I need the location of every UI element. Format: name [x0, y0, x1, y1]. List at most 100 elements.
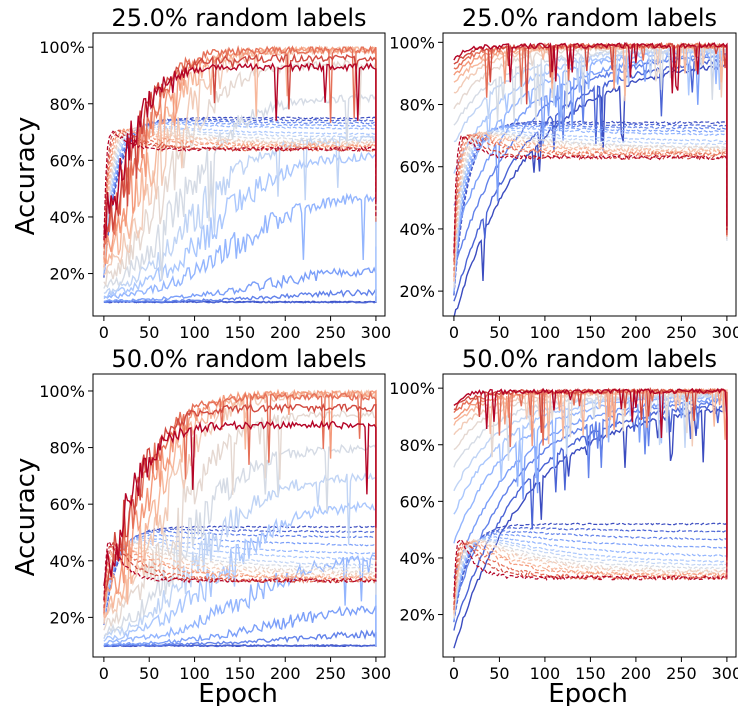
y-tick-label: 20% — [49, 265, 85, 284]
test-accuracy-line-12 — [103, 128, 377, 260]
test-accuracy-line-14 — [453, 134, 728, 262]
train-accuracy-line-6 — [103, 151, 377, 298]
train-accuracy-line-15 — [453, 387, 728, 558]
x-tick-label: 300 — [712, 664, 738, 683]
test-accuracy-line-7 — [103, 540, 377, 621]
test-accuracy-line-10 — [453, 538, 728, 616]
y-tick-label: 100% — [389, 379, 435, 398]
x-tick-label: 50 — [489, 664, 509, 683]
train-accuracy-line-15 — [103, 419, 377, 586]
series-group — [103, 44, 377, 304]
y-tick-label: 60% — [399, 492, 435, 511]
train-accuracy-line-3 — [103, 288, 377, 304]
test-accuracy-line-8 — [103, 126, 377, 271]
y-tick-label: 80% — [49, 95, 85, 114]
test-accuracy-line-3 — [103, 530, 377, 625]
y-tick-label: 60% — [399, 158, 435, 177]
x-tick-label: 150 — [225, 323, 256, 342]
test-accuracy-line-4 — [453, 533, 728, 621]
x-tick-label: 150 — [575, 664, 606, 683]
y-tick-label: 40% — [49, 552, 85, 571]
test-accuracy-line-4 — [453, 124, 728, 294]
test-accuracy-line-11 — [103, 543, 377, 617]
train-accuracy-line-15 — [453, 40, 728, 227]
x-tick-label: 0 — [99, 323, 109, 342]
test-accuracy-line-15 — [103, 540, 377, 601]
test-accuracy-line-15 — [103, 130, 377, 241]
train-accuracy-line-2 — [103, 644, 377, 648]
y-axis-label-bottom: Accuracy — [11, 458, 41, 577]
x-tick-label: 150 — [575, 323, 606, 342]
test-accuracy-line-11 — [453, 131, 728, 282]
panel-title: 50.0% random labels — [462, 345, 717, 373]
train-accuracy-line-6 — [453, 45, 728, 226]
x-tick-label: 300 — [361, 664, 392, 683]
train-accuracy-line-4 — [453, 51, 728, 238]
test-accuracy-line-1 — [103, 525, 377, 626]
test-accuracy-line-15 — [453, 538, 728, 598]
test-accuracy-line-1 — [453, 521, 728, 622]
train-accuracy-line-13 — [103, 391, 377, 601]
test-accuracy-line-12 — [103, 542, 377, 615]
x-tick-label: 100 — [179, 664, 210, 683]
test-accuracy-line-5 — [453, 126, 728, 291]
train-accuracy-line-3 — [453, 52, 728, 270]
test-accuracy-line-9 — [453, 130, 728, 287]
test-accuracy-line-6 — [453, 537, 728, 620]
x-tick-label: 0 — [99, 664, 109, 683]
plot-frame — [442, 373, 737, 658]
x-tick-label: 200 — [270, 323, 301, 342]
train-accuracy-line-3 — [103, 629, 377, 647]
train-accuracy-line-6 — [103, 500, 377, 642]
x-tick-label: 150 — [225, 664, 256, 683]
panels: 25.0% random labels 0 50 100 150 200 250 300 20%… — [39, 4, 738, 683]
x-tick-label: 250 — [666, 323, 697, 342]
test-accuracy-line-4 — [103, 534, 377, 624]
panel-title: 25.0% random labels — [462, 4, 717, 32]
train-accuracy-line-13 — [103, 44, 377, 246]
train-accuracy-line-7 — [103, 472, 377, 640]
train-accuracy-line-7 — [103, 134, 377, 296]
test-accuracy-line-3 — [453, 530, 728, 622]
x-tick-label: 200 — [270, 664, 301, 683]
test-accuracy-line-7 — [453, 129, 728, 289]
y-tick-label: 80% — [399, 436, 435, 455]
y-tick-label: 100% — [389, 33, 435, 52]
panel-2: 25.0% random labels 0 50 100 150 200 250 300 20%… — [389, 4, 738, 342]
panel-3: 50.0% random labels 0 50 100 150 200 250 300 20%… — [39, 345, 391, 683]
plot-frame — [92, 373, 386, 658]
series-group — [103, 388, 377, 648]
plot-frame — [92, 32, 386, 317]
x-tick-label: 250 — [315, 664, 346, 683]
train-accuracy-line-2 — [103, 300, 377, 304]
train-accuracy-line-1 — [453, 63, 728, 316]
x-tick-label: 300 — [361, 323, 392, 342]
test-accuracy-line-8 — [103, 541, 377, 622]
x-tick-label: 100 — [530, 323, 561, 342]
x-tick-label: 250 — [666, 664, 697, 683]
x-tick-label: 50 — [489, 323, 509, 342]
plot-frame — [442, 32, 737, 317]
train-accuracy-line-14 — [103, 52, 377, 236]
test-accuracy-line-2 — [103, 118, 377, 277]
train-accuracy-line-8 — [103, 92, 377, 289]
test-accuracy-line-12 — [453, 541, 728, 610]
y-tick-label: 20% — [399, 282, 435, 301]
y-tick-label: 100% — [39, 382, 85, 401]
y-axis-label-top: Accuracy — [11, 117, 41, 236]
x-tick-label: 250 — [315, 323, 346, 342]
x-tick-label: 50 — [139, 664, 159, 683]
y-tick-label: 60% — [49, 151, 85, 170]
train-accuracy-line-14 — [103, 402, 377, 593]
x-tick-label: 200 — [621, 664, 652, 683]
train-accuracy-line-5 — [103, 553, 377, 646]
y-tick-label: 20% — [399, 606, 435, 625]
train-accuracy-line-15 — [103, 61, 377, 239]
test-accuracy-line-15 — [453, 134, 728, 254]
test-accuracy-line-9 — [103, 128, 377, 269]
test-accuracy-line-6 — [453, 128, 728, 291]
series-group — [453, 386, 728, 649]
y-tick-label: 20% — [49, 608, 85, 627]
x-tick-label: 50 — [139, 323, 159, 342]
